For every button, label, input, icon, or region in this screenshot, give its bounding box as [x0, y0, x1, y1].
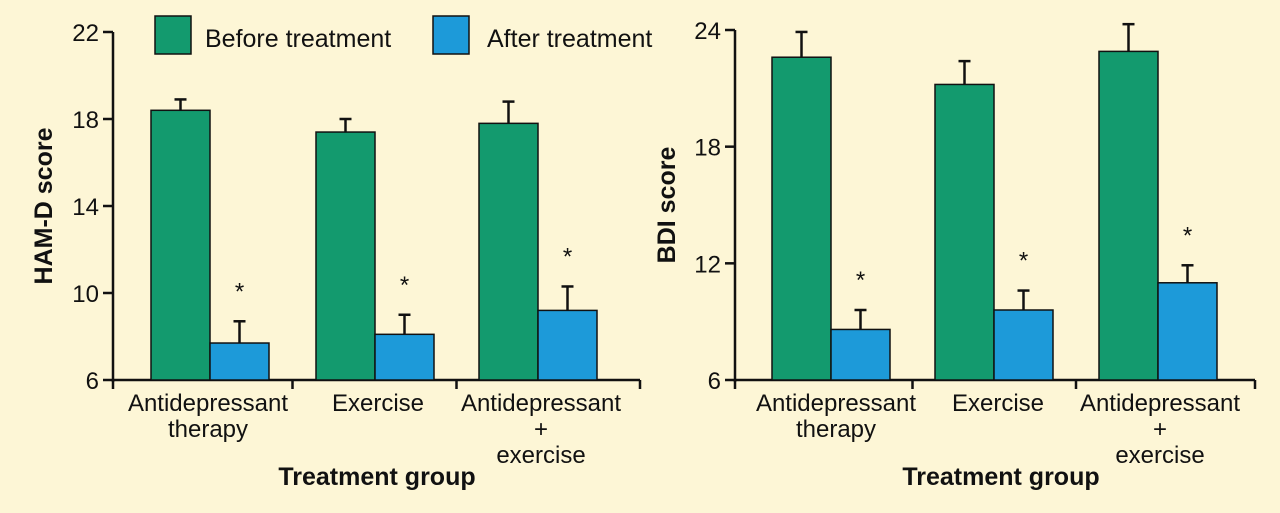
y-tick-label: 10 [72, 281, 99, 308]
bar-after [993, 309, 1054, 381]
x-tick-label: Antidepressant [756, 390, 916, 417]
bar-before [1098, 50, 1159, 381]
x-tick-label: Antidepressant [461, 390, 621, 417]
legend: Before treatment After treatment [154, 15, 652, 55]
bar-before [150, 109, 211, 381]
y-tick-label: 18 [72, 107, 99, 134]
bar-after [209, 342, 270, 381]
x-axis-title: Treatment group [278, 463, 475, 491]
significance-marker: * [235, 278, 244, 305]
y-axis-title: HAM-D score [30, 127, 58, 284]
significance-marker: * [1019, 248, 1028, 275]
significance-marker: * [563, 243, 572, 270]
x-tick-label: Antidepressant [1080, 390, 1240, 417]
significance-marker: * [400, 272, 409, 299]
bar-after [1157, 282, 1218, 381]
x-tick-label: + [1153, 416, 1167, 443]
y-tick-label: 22 [72, 20, 99, 47]
significance-marker: * [856, 267, 865, 294]
x-tick-label: therapy [168, 416, 248, 443]
x-tick-label: therapy [796, 416, 876, 443]
legend-label-before: Before treatment [205, 25, 391, 53]
legend-label-after: After treatment [487, 25, 652, 53]
legend-swatch-after [432, 15, 470, 55]
bar-before [478, 122, 539, 381]
x-tick-label: Exercise [952, 390, 1044, 417]
y-tick-label: 14 [72, 194, 99, 221]
x-tick-label: Antidepressant [128, 390, 288, 417]
significance-marker: * [1183, 222, 1192, 249]
y-tick-label: 12 [694, 251, 721, 278]
y-tick-label: 6 [708, 368, 721, 395]
bar-after [537, 309, 598, 381]
x-tick-label: + [534, 416, 548, 443]
bar-after [374, 333, 435, 381]
y-tick-label: 24 [694, 18, 721, 45]
bar-after [830, 328, 891, 381]
y-tick-label: 18 [694, 135, 721, 162]
x-tick-label: exercise [1115, 442, 1204, 469]
y-tick-label: 6 [86, 368, 99, 395]
legend-swatch-before [154, 15, 192, 55]
x-axis-title: Treatment group [902, 463, 1099, 491]
y-axis-title: BDI score [653, 147, 681, 264]
bar-before [771, 56, 832, 381]
x-tick-label: Exercise [332, 390, 424, 417]
bar-before [934, 83, 995, 381]
x-tick-label: exercise [496, 442, 585, 469]
bar-before [315, 131, 376, 381]
